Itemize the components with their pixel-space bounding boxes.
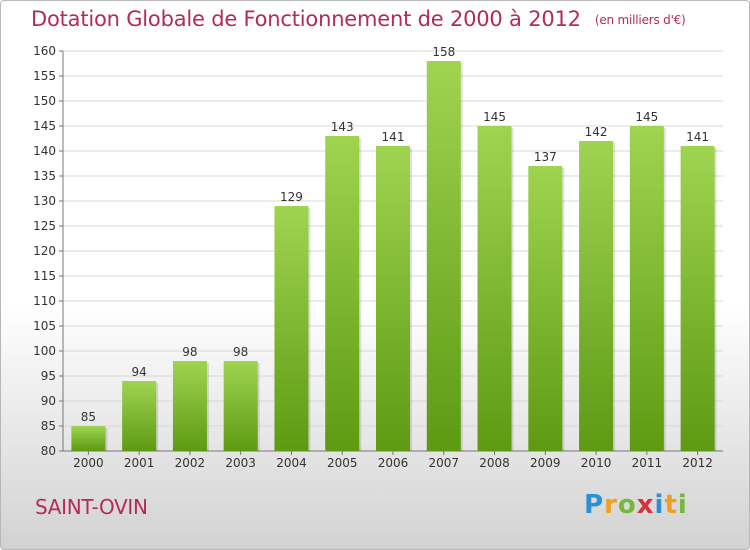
bar xyxy=(528,166,563,451)
y-tick-label: 110 xyxy=(33,294,56,308)
bar xyxy=(680,146,715,451)
x-tick-label: 2008 xyxy=(479,456,510,470)
title-text: Dotation Globale de Fonctionnement de 20… xyxy=(31,7,581,31)
x-tick-label: 2003 xyxy=(225,456,256,470)
data-label: 85 xyxy=(81,410,96,424)
data-label: 143 xyxy=(331,120,354,134)
data-label: 129 xyxy=(280,190,303,204)
y-tick-label: 90 xyxy=(41,394,56,408)
bar xyxy=(71,426,106,451)
data-label: 145 xyxy=(635,110,658,124)
bar xyxy=(477,126,512,451)
bar xyxy=(274,206,309,451)
data-label: 141 xyxy=(686,130,709,144)
bar xyxy=(122,381,157,451)
x-tick-label: 2006 xyxy=(378,456,409,470)
data-label: 158 xyxy=(432,45,455,59)
logo-letter: x xyxy=(636,490,655,520)
bar xyxy=(376,146,410,451)
data-label: 142 xyxy=(585,125,608,139)
bar xyxy=(426,61,461,451)
y-tick-label: 130 xyxy=(33,194,56,208)
x-tick-label: 2002 xyxy=(175,456,206,470)
y-tick-label: 155 xyxy=(33,69,56,83)
x-tick-label: 2004 xyxy=(276,456,307,470)
bar xyxy=(325,136,360,451)
y-tick-label: 160 xyxy=(33,44,56,58)
data-label: 94 xyxy=(132,365,147,379)
x-tick-label: 2001 xyxy=(124,456,155,470)
x-tick-label: 2005 xyxy=(327,456,358,470)
data-label: 98 xyxy=(182,345,197,359)
y-tick-label: 115 xyxy=(33,269,56,283)
logo-letter: P xyxy=(584,490,605,520)
x-tick-label: 2012 xyxy=(682,456,713,470)
bar xyxy=(579,141,614,451)
y-tick-label: 140 xyxy=(33,144,56,158)
logo-letter: o xyxy=(617,490,637,520)
data-label: 141 xyxy=(382,130,405,144)
y-tick-label: 85 xyxy=(41,419,56,433)
bar xyxy=(172,361,207,451)
y-tick-label: 95 xyxy=(41,369,56,383)
data-label: 137 xyxy=(534,150,557,164)
logo-letter: i xyxy=(677,490,688,520)
logo-letter: r xyxy=(604,490,618,520)
chart-title: Dotation Globale de Fonctionnement de 20… xyxy=(31,7,686,31)
y-tick-label: 125 xyxy=(33,219,56,233)
x-tick-label: 2011 xyxy=(632,456,663,470)
data-label: 145 xyxy=(483,110,506,124)
y-tick-label: 100 xyxy=(33,344,56,358)
y-tick-label: 145 xyxy=(33,119,56,133)
x-tick-label: 2010 xyxy=(581,456,612,470)
commune-name: SAINT-OVIN xyxy=(35,495,148,519)
y-tick-label: 105 xyxy=(33,319,56,333)
data-label: 98 xyxy=(233,345,248,359)
y-tick-label: 135 xyxy=(33,169,56,183)
bar xyxy=(223,361,258,451)
x-tick-label: 2009 xyxy=(530,456,561,470)
data-labels: 85 94 98 98 129 143 141 158 145 137 142 145 141 xyxy=(81,45,709,424)
x-tick-label: 2007 xyxy=(428,456,459,470)
logo-letter: t xyxy=(664,490,678,520)
y-tick-label: 80 xyxy=(41,444,56,458)
y-tick-label: 150 xyxy=(33,94,56,108)
bars xyxy=(71,61,717,451)
logo-letter: i xyxy=(654,490,665,520)
unit-label: (en milliers d'€) xyxy=(594,13,686,27)
y-tick-label: 120 xyxy=(33,244,56,258)
proxiti-logo[interactable]: Proxiti xyxy=(584,490,688,520)
x-tick-label: 2000 xyxy=(73,456,104,470)
bar xyxy=(629,126,664,451)
